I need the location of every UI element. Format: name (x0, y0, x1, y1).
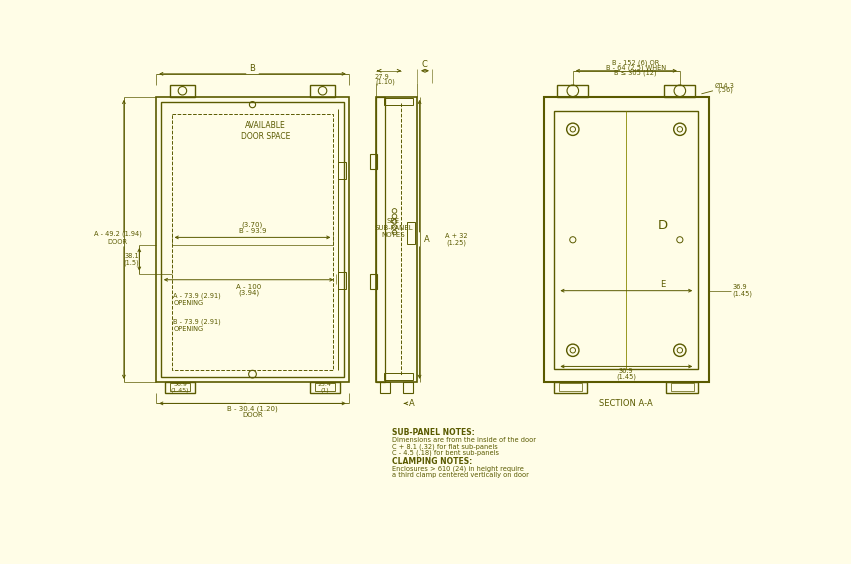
Text: SECTION A-A: SECTION A-A (599, 399, 654, 408)
Bar (554, 111, 699, 369)
Text: A: A (425, 235, 430, 244)
Bar (403, 382, 414, 393)
Text: C + 8.1 (.32) for flat sub-panels: C + 8.1 (.32) for flat sub-panels (391, 443, 498, 450)
Text: DOOR: DOOR (108, 239, 128, 245)
Text: A: A (408, 399, 414, 408)
Text: AVAILABLE
DOOR SPACE: AVAILABLE DOOR SPACE (241, 121, 290, 140)
Text: Enclosures > 610 (24) in height require: Enclosures > 610 (24) in height require (391, 466, 523, 472)
Text: (3.70): (3.70) (242, 222, 263, 228)
Text: 25.4
(1): 25.4 (1) (318, 382, 332, 393)
Text: (1.45): (1.45) (616, 374, 637, 381)
Bar (384, 373, 414, 380)
Bar (671, 384, 694, 391)
Bar (157, 97, 349, 382)
Text: SUB-PANEL NOTES:: SUB-PANEL NOTES: (391, 428, 475, 437)
Bar (408, 222, 415, 244)
Text: 27.9: 27.9 (375, 74, 390, 80)
Bar (170, 85, 195, 97)
Bar (311, 85, 335, 97)
Bar (338, 272, 346, 289)
Text: B - 93.9: B - 93.9 (239, 228, 266, 234)
Bar (170, 384, 190, 391)
Text: 36.9
(1.45): 36.9 (1.45) (171, 382, 190, 393)
Text: (.56): (.56) (717, 87, 734, 93)
Bar (666, 382, 699, 393)
Bar (554, 382, 586, 393)
Bar (165, 382, 195, 393)
Text: DOOR: DOOR (243, 412, 263, 418)
Text: B - 64 (2.5) WHEN: B - 64 (2.5) WHEN (606, 64, 665, 71)
Text: Ø14.3: Ø14.3 (715, 82, 734, 89)
Text: E: E (660, 280, 665, 289)
Text: B - 73.9 (2.91)
OPENING: B - 73.9 (2.91) OPENING (174, 318, 221, 332)
Text: (3.94): (3.94) (238, 289, 260, 296)
Bar (172, 114, 334, 369)
Bar (376, 97, 385, 382)
Text: C: C (421, 60, 427, 69)
Bar (557, 85, 588, 97)
Bar (369, 154, 377, 169)
Bar (559, 384, 582, 391)
Text: 36.9
(1.45): 36.9 (1.45) (732, 284, 752, 297)
Bar (376, 97, 416, 382)
Text: A - 100: A - 100 (236, 284, 261, 290)
Text: A - 49.2 (1.94): A - 49.2 (1.94) (94, 231, 141, 237)
Bar (161, 102, 344, 377)
Text: B - 30.4 (1.20): B - 30.4 (1.20) (227, 406, 278, 412)
Bar (665, 85, 695, 97)
Text: B - 152 (6) OR: B - 152 (6) OR (612, 60, 660, 67)
Text: 38.1
(1.5): 38.1 (1.5) (123, 253, 140, 266)
Bar (311, 382, 340, 393)
Text: C - 4.5 (.18) for bent sub-panels: C - 4.5 (.18) for bent sub-panels (391, 450, 499, 456)
Bar (369, 274, 377, 289)
Bar (384, 99, 414, 105)
Text: B: B (249, 64, 255, 73)
Bar (380, 382, 391, 393)
Text: 36.9: 36.9 (619, 368, 634, 374)
Text: B ≤ 305 (12): B ≤ 305 (12) (614, 70, 657, 76)
Bar (544, 97, 709, 382)
Text: CLAMPING NOTES:: CLAMPING NOTES: (391, 457, 472, 466)
Text: A + 32
(1.25): A + 32 (1.25) (445, 232, 468, 246)
Text: A - 73.9 (2.91)
OPENING: A - 73.9 (2.91) OPENING (174, 293, 221, 306)
Text: Dimensions are from the inside of the door: Dimensions are from the inside of the do… (391, 437, 536, 443)
Bar (338, 162, 346, 179)
Text: (1.10): (1.10) (375, 78, 395, 85)
Text: a third clamp centered vertically on door: a third clamp centered vertically on doo… (391, 472, 528, 478)
Text: D: D (658, 219, 668, 232)
Bar (315, 384, 335, 391)
Text: SEE
SUB-PANEL
NOTES: SEE SUB-PANEL NOTES (374, 218, 413, 238)
